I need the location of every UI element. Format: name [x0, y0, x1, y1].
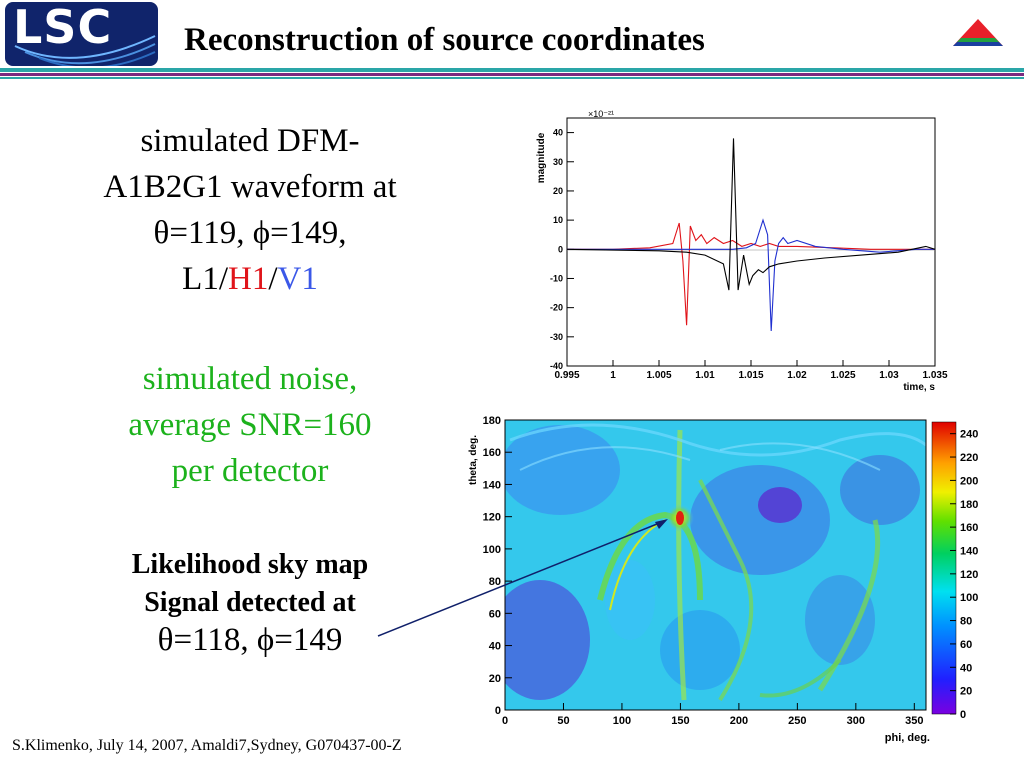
skymap-frame [504, 419, 927, 711]
skymap-colorbar [931, 421, 957, 715]
skymap-axes: 0 50 100 150 200 250 300 350 0 20 40 60 80 100 120 140 1… [483, 415, 924, 727]
skymap-x-tick-label: 350 [905, 715, 923, 727]
waveform-axes: 0.995 1 1.005 1.01 1.015 1.02 1.025 1.03 1.035 40… [550, 128, 948, 381]
waveform-traces [566, 138, 936, 332]
colorbar-tick-label: 20 [960, 686, 972, 698]
detector-separator: / [268, 261, 278, 297]
skymap-x-tick-label: 300 [847, 715, 865, 727]
colorbar-ticks: 0 20 40 60 80 100 120 140 160 180 200 220 240 [950, 429, 978, 721]
skymap-y-tick-label: 100 [483, 544, 501, 556]
waveform-y-label: magnitude [536, 132, 547, 183]
colorbar-tick-label: 40 [960, 662, 972, 674]
logo-text: LSC [13, 2, 113, 54]
annotation-arrow-line [377, 521, 663, 637]
colorbar-tick-label: 60 [960, 639, 972, 651]
colorbar-tick-label: 80 [960, 616, 972, 628]
waveform-series-2 [566, 138, 936, 291]
likelihood-line-1: Likelihood sky map [131, 549, 369, 580]
waveform-x-tick-label: 1 [610, 370, 616, 381]
waveform-line-4: L1/H1/V1 [40, 256, 460, 302]
skymap-x-tick-label: 100 [613, 715, 631, 727]
skymap-y-tick-label: 160 [483, 447, 501, 459]
waveform-x-label: time, s [903, 382, 935, 393]
slide-title: Reconstruction of source coordinates [184, 22, 705, 58]
waveform-y-tick-label: 10 [553, 215, 563, 225]
header-rule-teal-thin [0, 77, 1024, 79]
waveform-y-tick-label: 30 [553, 157, 563, 167]
skymap-y-tick-label: 180 [483, 415, 501, 427]
waveform-x-tick-label: 1.03 [879, 370, 899, 381]
waveform-y-tick-label: -10 [550, 273, 563, 283]
waveform-y-tick-label: 20 [553, 186, 563, 196]
skymap-y-tick-label: 40 [489, 641, 501, 653]
skymap-y-tick-label: 20 [489, 673, 501, 685]
likelihood-heading: Likelihood sky map Signal detected at [40, 546, 460, 622]
logo-swirl-icon [14, 35, 156, 66]
triangle-logo-icon [953, 19, 1003, 46]
colorbar-tick-label: 220 [960, 452, 978, 464]
waveform-x-tick-label: 1.025 [830, 370, 855, 381]
detector-l1: L1/ [182, 261, 228, 297]
detector-h1: H1 [227, 261, 269, 297]
skymap-x-tick-label: 50 [557, 715, 569, 727]
skymap-y-tick-label: 0 [495, 705, 501, 717]
waveform-line-2: A1B2G1 waveform at [103, 169, 397, 205]
noise-line-2: average SNR=160 [128, 407, 372, 443]
colorbar-tick-label: 0 [960, 709, 966, 721]
noise-line-3: per detector [171, 453, 329, 489]
annotation-arrow-head [655, 519, 668, 529]
waveform-x-tick-label: 1.02 [787, 370, 807, 381]
waveform-x-tick-label: 1.035 [922, 370, 947, 381]
waveform-y-tick-label: 0 [558, 244, 563, 254]
waveform-line-3: θ=119, ϕ=149, [153, 215, 347, 251]
waveform-y-tick-label: 40 [553, 128, 563, 138]
skymap-x-label: phi, deg. [885, 732, 930, 744]
waveform-y-tick-label: -20 [550, 303, 563, 313]
waveform-plot-frame [566, 117, 936, 367]
skymap-y-tick-label: 120 [483, 512, 501, 524]
colorbar-tick-label: 180 [960, 499, 978, 511]
colorbar-tick-label: 200 [960, 475, 978, 487]
waveform-series-0 [567, 222, 935, 326]
skymap-y-tick-label: 140 [483, 479, 501, 491]
waveform-x-tick-label: 1.005 [646, 370, 671, 381]
waveform-line-1: simulated DFM- [140, 123, 360, 159]
waveform-x-tick-label: 0.995 [554, 370, 579, 381]
noise-description: simulated noise, average SNR=160 per det… [40, 356, 460, 494]
waveform-x-tick-label: 1.01 [695, 370, 715, 381]
header-rule-purple [0, 73, 1024, 76]
lsc-logo: LSC [5, 2, 158, 66]
skymap-image [505, 420, 926, 710]
colorbar-tick-label: 140 [960, 545, 978, 557]
skymap-y-tick-label: 60 [489, 608, 501, 620]
waveform-description: simulated DFM- A1B2G1 waveform at θ=119,… [40, 118, 460, 302]
waveform-series-1 [567, 218, 935, 332]
likelihood-line-2: Signal detected at [144, 587, 356, 618]
waveform-x-tick-label: 1.015 [738, 370, 763, 381]
header-rule-teal [0, 68, 1024, 72]
waveform-y-multiplier: ×10⁻²¹ [588, 109, 614, 119]
skymap-y-label: theta, deg. [468, 435, 479, 485]
skymap-y-tick-label: 80 [489, 576, 501, 588]
detector-v1: V1 [277, 261, 318, 297]
colorbar-tick-label: 100 [960, 592, 978, 604]
colorbar-tick-label: 120 [960, 569, 978, 581]
skymap-x-tick-label: 150 [671, 715, 689, 727]
colorbar-tick-label: 160 [960, 522, 978, 534]
noise-line-1: simulated noise, [142, 361, 358, 397]
skymap-x-tick-label: 0 [502, 715, 508, 727]
skymap-x-tick-label: 200 [730, 715, 748, 727]
colorbar-tick-label: 240 [960, 429, 978, 441]
footer-citation: S.Klimenko, July 14, 2007, Amaldi7,Sydne… [12, 737, 402, 754]
skymap-x-tick-label: 250 [788, 715, 806, 727]
waveform-y-tick-label: -40 [550, 361, 563, 371]
detected-coordinates: θ=118, ϕ=149 [157, 622, 343, 658]
waveform-y-tick-label: -30 [550, 332, 563, 342]
